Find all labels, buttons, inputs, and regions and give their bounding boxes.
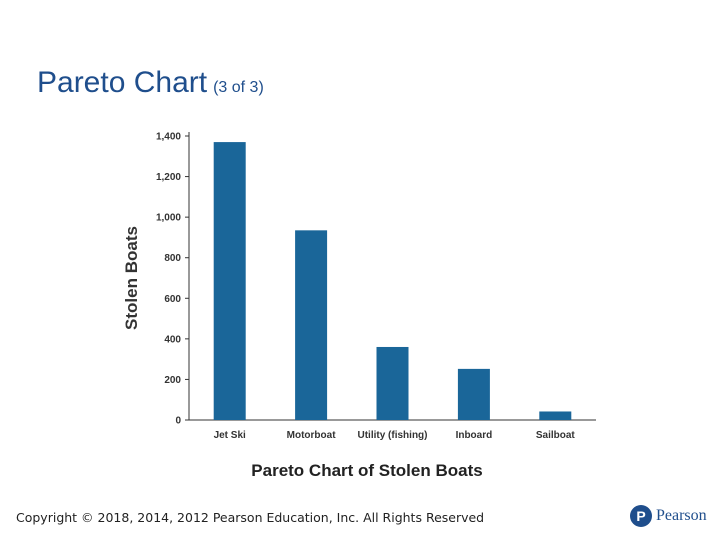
x-tick-label: Inboard: [456, 430, 493, 441]
x-tick-label: Jet Ski: [214, 430, 246, 441]
y-tick-label: 1,000: [156, 213, 181, 224]
y-tick-label: 1,200: [156, 172, 181, 183]
pearson-logo-icon: P: [630, 505, 652, 527]
y-tick-label: 0: [175, 416, 181, 427]
y-tick-label: 400: [164, 334, 181, 345]
bar: [376, 346, 409, 420]
y-tick-label: 800: [164, 253, 181, 264]
y-tick-label: 600: [164, 294, 181, 305]
slide-title: Pareto Chart (3 of 3): [37, 66, 264, 100]
y-tick-label: 1,400: [156, 132, 181, 143]
pearson-logo: P Pearson: [630, 505, 707, 527]
copyright-footer: Copyright © 2018, 2014, 2012 Pearson Edu…: [16, 510, 485, 525]
pearson-logo-text: Pearson: [656, 507, 707, 524]
y-tick-label: 200: [164, 375, 181, 386]
x-tick-label: Sailboat: [536, 430, 576, 441]
chart-title: Pareto Chart of Stolen Boats: [251, 461, 482, 480]
slide-title-sub: (3 of 3): [213, 79, 264, 96]
x-tick-label: Motorboat: [287, 430, 337, 441]
bar: [457, 368, 490, 420]
bar: [539, 411, 572, 420]
x-tick-label: Utility (fishing): [358, 430, 428, 441]
bar: [295, 230, 328, 420]
bar: [213, 142, 246, 421]
slide-title-main: Pareto Chart: [37, 66, 208, 99]
y-axis-title: Stolen Boats: [122, 226, 141, 330]
